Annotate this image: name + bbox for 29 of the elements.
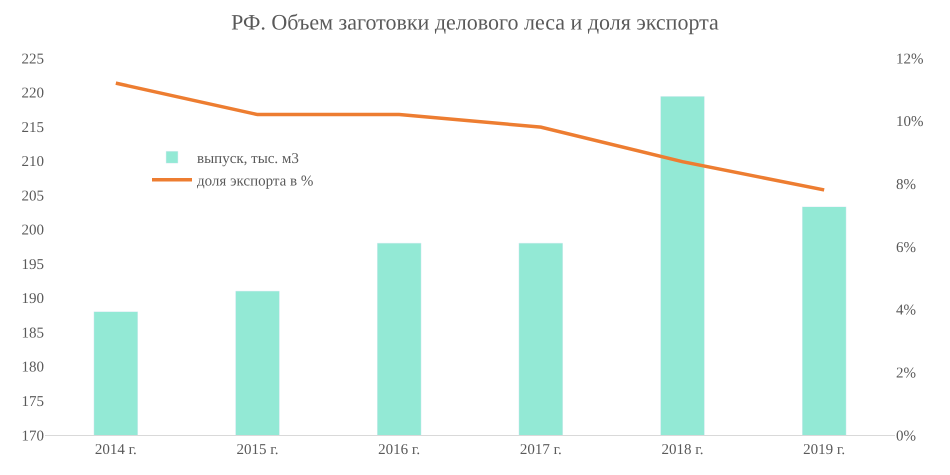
y-tick-label: 170 bbox=[22, 428, 44, 444]
y2-tick-label: 6% bbox=[896, 240, 916, 256]
y-tick-label: 215 bbox=[22, 120, 44, 136]
chart-title: РФ. Объем заготовки делового леса и доля экспорта bbox=[231, 10, 720, 35]
x-tick-label: 2016 г. bbox=[378, 442, 420, 458]
y2-tick-label: 12% bbox=[896, 51, 924, 68]
y-tick-label: 225 bbox=[22, 51, 44, 68]
y2-tick-label: 0% bbox=[896, 428, 916, 444]
y-tick-label: 190 bbox=[22, 291, 44, 308]
y-tick-label: 210 bbox=[22, 154, 44, 170]
x-tick-label: 2014 г. bbox=[94, 442, 137, 458]
y-tick-label: 175 bbox=[22, 394, 44, 410]
y-tick-label: 205 bbox=[22, 188, 44, 204]
y2-tick-label: 10% bbox=[896, 114, 924, 130]
y2-tick-label: 8% bbox=[896, 176, 916, 193]
y2-tick-label: 4% bbox=[896, 302, 916, 319]
x-tick-label: 2017 г. bbox=[520, 442, 562, 458]
x-tick-label: 2019 г. bbox=[803, 442, 846, 458]
legend-label: выпуск, тыс. м3 bbox=[197, 151, 299, 168]
y2-tick-label: 2% bbox=[896, 365, 916, 382]
x-tick-label: 2018 г. bbox=[662, 442, 704, 458]
legend-label: доля экспорта в % bbox=[197, 174, 314, 190]
y-tick-label: 185 bbox=[22, 325, 44, 342]
y-tick-label: 180 bbox=[22, 360, 44, 376]
x-tick-label: 2015 г. bbox=[236, 442, 278, 458]
y-tick-label: 200 bbox=[22, 222, 44, 239]
line-series bbox=[114, 81, 826, 192]
y-tick-label: 220 bbox=[22, 86, 44, 102]
y-tick-label: 195 bbox=[22, 256, 44, 273]
